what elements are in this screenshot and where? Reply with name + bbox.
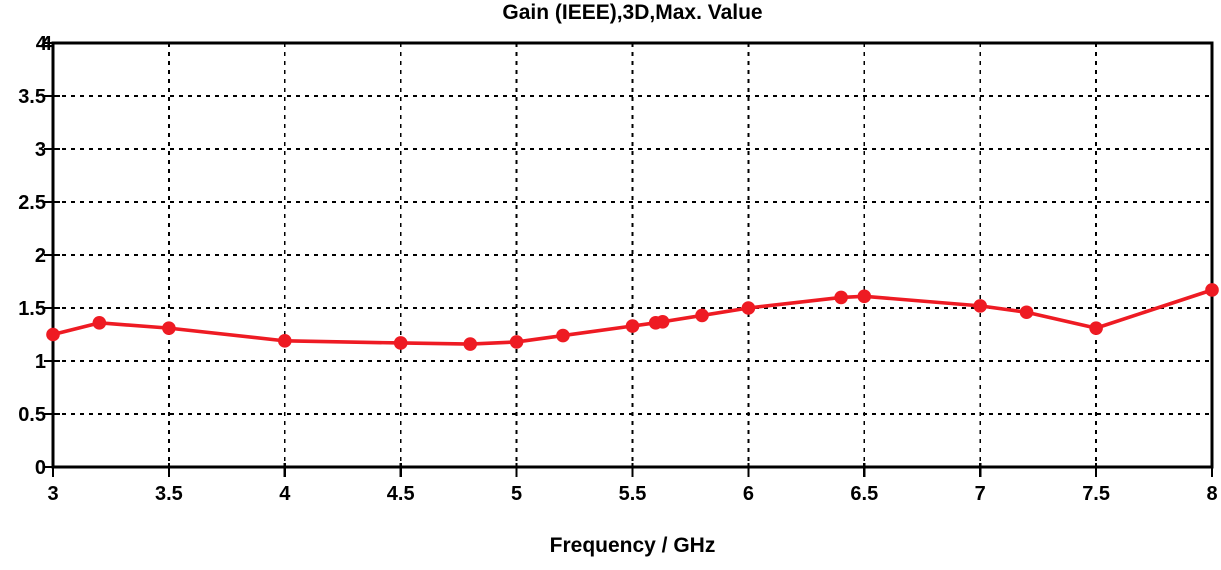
data-point-marker <box>625 319 640 333</box>
chart-title: Gain (IEEE),3D,Max. Value <box>502 1 763 24</box>
x-tick-label: 5.5 <box>619 483 647 505</box>
data-point-marker <box>162 321 176 335</box>
data-point-marker <box>509 335 524 349</box>
x-tick-label: 3 <box>47 483 58 505</box>
y-tick-label: 1 <box>35 351 46 373</box>
data-point-marker <box>46 327 60 342</box>
y-tick-label: 2.5 <box>18 192 46 214</box>
x-tick-label: 6.5 <box>850 483 878 505</box>
x-tick-label: 4 <box>279 483 291 505</box>
data-point-marker <box>834 290 848 305</box>
x-tick-label: 3.5 <box>155 483 183 505</box>
x-tick-label: 6 <box>743 483 754 505</box>
data-point-marker <box>973 299 987 313</box>
y-tick-label: 3 <box>35 139 46 161</box>
data-point-marker <box>655 314 670 329</box>
data-point-marker <box>278 334 292 348</box>
y-tick-label: 1.5 <box>18 298 46 320</box>
y-tick-label: 3.5 <box>18 86 46 108</box>
y-tick-label: 0.5 <box>18 404 46 426</box>
x-axis-label: Frequency / GHz <box>549 534 716 557</box>
data-point-marker <box>393 336 408 350</box>
data-point-marker <box>695 308 709 323</box>
data-point-marker <box>1205 283 1219 297</box>
y-tick-label: 2 <box>35 245 46 267</box>
data-point-marker <box>556 328 570 343</box>
x-tick-label: 8 <box>1206 483 1217 505</box>
x-tick-label: 7.5 <box>1082 483 1110 505</box>
data-point-marker <box>463 337 478 351</box>
y-tick-label: 0 <box>35 457 46 479</box>
data-point-marker <box>857 289 872 304</box>
data-point-marker <box>1019 305 1034 320</box>
x-tick-label: 5 <box>511 483 522 505</box>
x-tick-label: 7 <box>975 483 986 505</box>
data-point-marker <box>92 316 107 330</box>
data-point-marker <box>741 301 756 315</box>
x-tick-label: 4.5 <box>387 483 415 505</box>
data-point-marker <box>1089 321 1103 335</box>
